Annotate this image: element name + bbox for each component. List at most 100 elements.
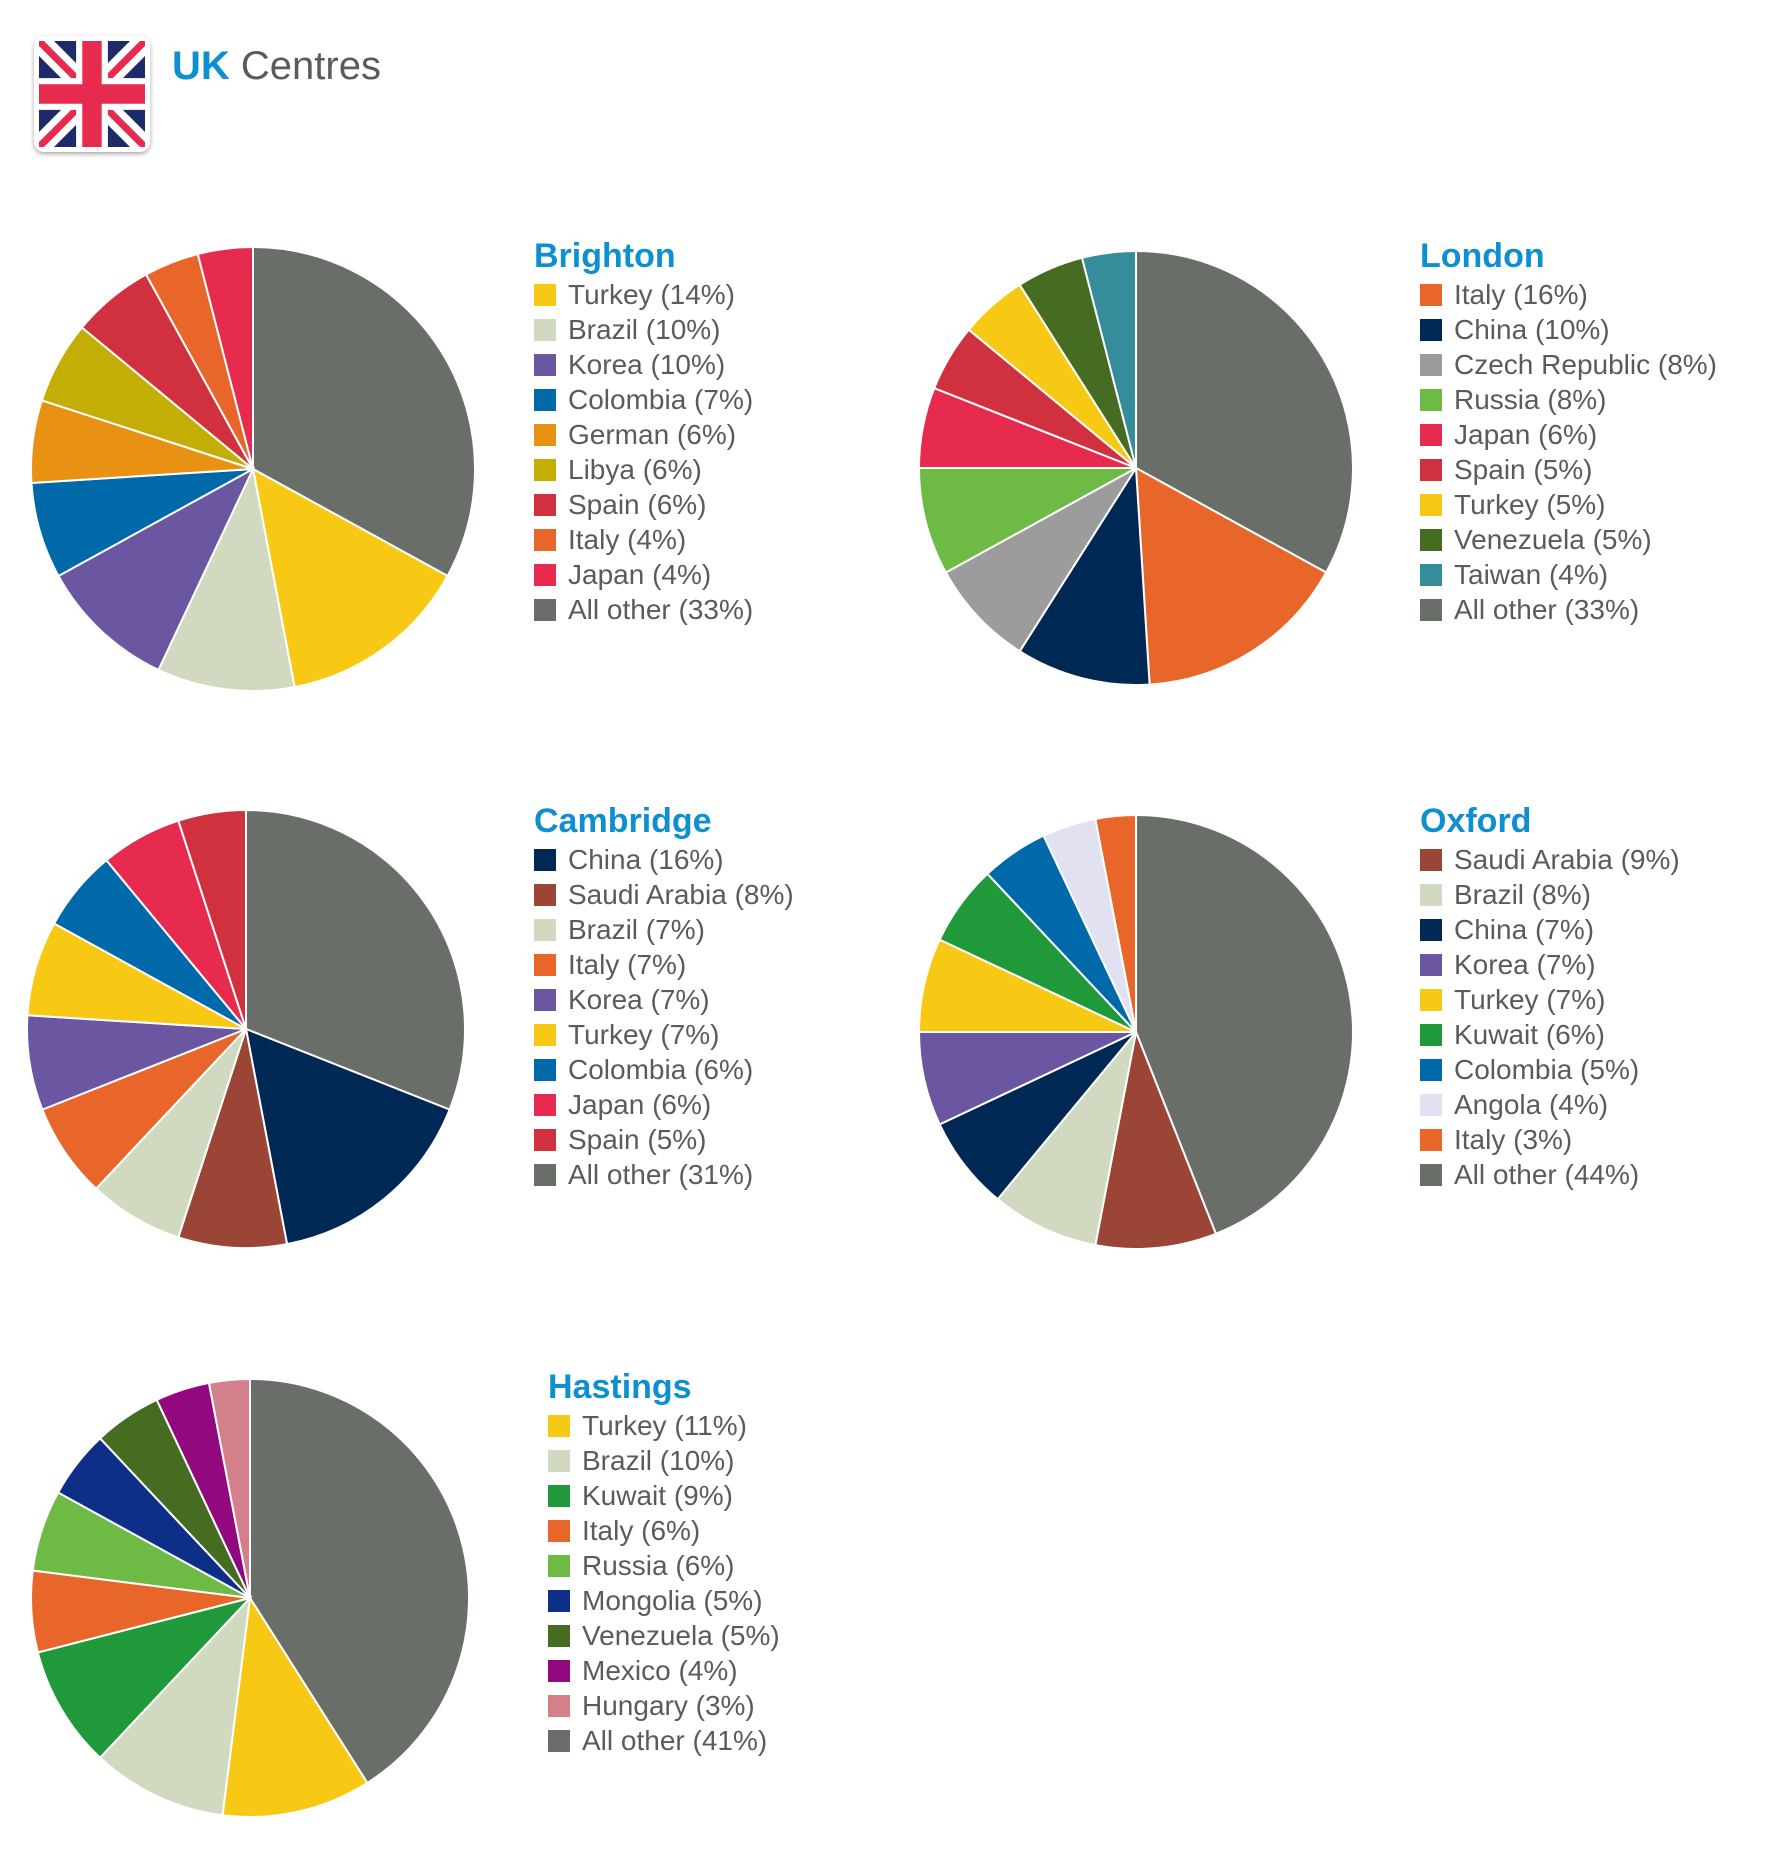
legend-item-colombia: Colombia (7%) <box>534 382 753 417</box>
legend-swatch <box>534 1163 556 1186</box>
page-title-rest: Centres <box>229 44 381 88</box>
legend-label: Colombia (7%) <box>568 383 754 415</box>
legend-swatch <box>1420 1128 1442 1151</box>
legend-item-korea: Korea (10%) <box>534 347 753 382</box>
legend-label: Italy (7%) <box>568 948 687 980</box>
legend-item-japan: Japan (6%) <box>1420 417 1717 452</box>
legend-item-czech-republic: Czech Republic (8%) <box>1420 347 1717 382</box>
legend-swatch <box>1420 423 1442 446</box>
legend-label: Italy (4%) <box>568 523 687 555</box>
legend-item-turkey: Turkey (5%) <box>1420 487 1717 522</box>
legend-item-china: China (16%) <box>534 842 794 877</box>
legend-label: Japan (4%) <box>568 558 712 590</box>
legend-item-all-other: All other (31%) <box>534 1157 794 1192</box>
legend-swatch <box>534 598 556 621</box>
legend-label: Japan (6%) <box>568 1088 712 1120</box>
legend-swatch <box>1420 493 1442 516</box>
legend-swatch <box>534 528 556 551</box>
legend-label: Brazil (8%) <box>1454 878 1591 910</box>
legend-label: Saudi Arabia (8%) <box>568 878 794 910</box>
legend-cambridge: Cambridge China (16%) Saudi Arabia (8%) Br… <box>534 801 794 1192</box>
legend-item-japan: Japan (4%) <box>534 557 753 592</box>
legend-swatch <box>1420 353 1442 376</box>
legend-label: Brazil (10%) <box>568 313 721 345</box>
legend-item-china: China (10%) <box>1420 312 1717 347</box>
legend-swatch <box>534 953 556 976</box>
legend-label: Korea (10%) <box>568 348 726 380</box>
legend-swatch <box>534 493 556 516</box>
pie-slice-hungary <box>207 1377 251 1599</box>
legend-swatch <box>548 1519 570 1542</box>
pie-slice-china <box>244 1027 451 1246</box>
legend-label: China (10%) <box>1454 313 1610 345</box>
legend-swatch <box>534 353 556 376</box>
legend-label: Turkey (11%) <box>582 1409 747 1441</box>
legend-item-italy: Italy (6%) <box>548 1513 780 1548</box>
pie-slice-saudi-arabia <box>177 1028 289 1249</box>
page-title: UK Centres <box>172 42 381 90</box>
legend-item-venezuela: Venezuela (5%) <box>1420 522 1717 557</box>
legend-swatch <box>534 1128 556 1151</box>
pie-slice-all-other <box>252 245 476 578</box>
legend-item-spain: Spain (6%) <box>534 487 753 522</box>
pie-chart-brighton <box>30 245 476 692</box>
legend-item-turkey: Turkey (7%) <box>534 1017 794 1052</box>
legend-swatch <box>534 283 556 306</box>
pie-slice-saudi-arabia <box>1094 1028 1218 1250</box>
legend-swatch <box>1420 283 1442 306</box>
legend-item-spain: Spain (5%) <box>534 1122 794 1157</box>
legend-swatch <box>534 423 556 446</box>
legend-label: China (16%) <box>568 843 724 875</box>
legend-item-brazil: Brazil (10%) <box>534 312 753 347</box>
pie-slice-korea <box>57 466 256 672</box>
legend-oxford: Oxford Saudi Arabia (9%) Brazil (8%) China… <box>1420 801 1680 1192</box>
legend-item-brazil: Brazil (8%) <box>1420 877 1680 912</box>
page-header: UK Centres <box>34 36 381 156</box>
legend-swatch <box>534 563 556 586</box>
legend-swatch <box>1420 458 1442 481</box>
legend-label: Colombia (6%) <box>568 1053 754 1085</box>
legend-swatch <box>534 1023 556 1046</box>
legend-title: Hastings <box>548 1368 692 1406</box>
legend-item-all-other: All other (33%) <box>1420 592 1717 627</box>
legend-label: Turkey (7%) <box>1454 983 1606 1015</box>
legend-label: Japan (6%) <box>1454 418 1598 450</box>
legend-label: Mexico (4%) <box>582 1654 738 1686</box>
legend-title: Brighton <box>534 237 676 275</box>
legend-label: Colombia (5%) <box>1454 1053 1640 1085</box>
legend-item-saudi-arabia: Saudi Arabia (9%) <box>1420 842 1680 877</box>
legend-label: Italy (3%) <box>1454 1123 1573 1155</box>
legend-item-italy: Italy (4%) <box>534 522 753 557</box>
legend-swatch <box>1420 598 1442 621</box>
pie-slice-brazil <box>98 1595 252 1817</box>
legend-item-turkey: Turkey (11%) <box>548 1408 780 1443</box>
pie-chart-oxford <box>917 813 1354 1250</box>
legend-swatch <box>1420 1058 1442 1081</box>
legend-label: Venezuela (5%) <box>582 1619 780 1651</box>
legend-swatch <box>534 318 556 341</box>
legend-item-china: China (7%) <box>1420 912 1680 947</box>
legend-swatch <box>534 388 556 411</box>
legend-swatch <box>548 1589 570 1612</box>
legend-swatch <box>534 883 556 906</box>
legend-item-all-other: All other (33%) <box>534 592 753 627</box>
legend-london: London Italy (16%) China (10%) Czech Repub… <box>1420 236 1717 627</box>
legend-label: Angola (4%) <box>1454 1088 1609 1120</box>
legend-swatch <box>534 1058 556 1081</box>
legend-item-german: German (6%) <box>534 417 753 452</box>
legend-swatch <box>1420 1163 1442 1186</box>
legend-item-italy: Italy (3%) <box>1420 1122 1680 1157</box>
pie-slice-all-other <box>249 1377 471 1785</box>
legend-hastings: Hastings Turkey (11%) Brazil (10%) Kuwait … <box>548 1367 780 1758</box>
legend-swatch <box>534 918 556 941</box>
pie-slice-brazil <box>157 465 296 692</box>
pie-slice-taiwan <box>1080 249 1137 469</box>
legend-item-korea: Korea (7%) <box>534 982 794 1017</box>
legend-label: Turkey (14%) <box>568 278 736 310</box>
legend-swatch <box>534 458 556 481</box>
legend-item-kuwait: Kuwait (9%) <box>548 1478 780 1513</box>
legend-label: All other (33%) <box>568 593 754 625</box>
pie-slice-italy <box>1094 813 1137 1033</box>
legend-label: Kuwait (6%) <box>1454 1018 1605 1050</box>
legend-item-russia: Russia (8%) <box>1420 382 1717 417</box>
